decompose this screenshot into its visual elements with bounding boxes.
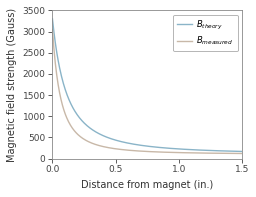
$B_{theory}$: [113, 138, 116, 141]
$B_{measured}$: [240, 152, 243, 155]
$B_{theory}$: [74, 111, 77, 113]
$B_{theory}$: [51, 18, 54, 20]
X-axis label: Distance from magnet (in.): Distance from magnet (in.): [81, 180, 213, 190]
$B_{measured}$: [189, 152, 192, 154]
$B_{theory}$: [189, 148, 192, 151]
$B_{theory}$: [170, 147, 173, 150]
$B_{theory}$: [126, 142, 129, 144]
$B_{measured}$: [74, 131, 77, 133]
$B_{measured}$: [51, 28, 54, 31]
Legend: $B_{theory}$, $B_{measured}$: $B_{theory}$, $B_{measured}$: [173, 15, 238, 51]
Y-axis label: Magnetic field strength (Gauss): Magnetic field strength (Gauss): [7, 7, 17, 162]
$B_{measured}$: [113, 147, 116, 150]
$B_{theory}$: [240, 150, 243, 153]
$B_{theory}$: [188, 148, 191, 151]
Line: $B_{theory}$: $B_{theory}$: [52, 19, 242, 151]
$B_{measured}$: [188, 152, 191, 154]
$B_{measured}$: [126, 149, 129, 151]
$B_{measured}$: [170, 151, 173, 154]
Line: $B_{measured}$: $B_{measured}$: [52, 30, 242, 153]
